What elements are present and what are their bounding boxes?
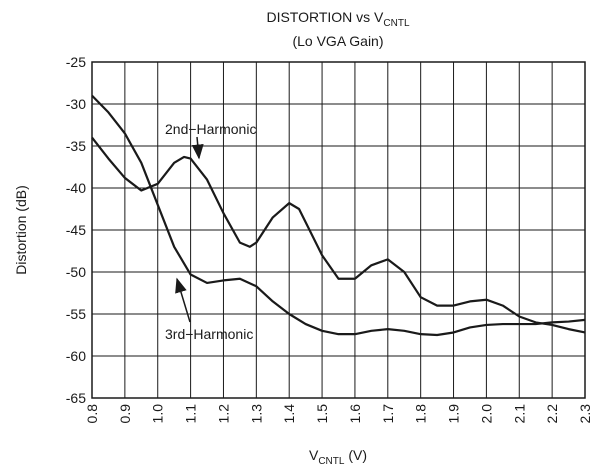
xlabel-main: V (309, 447, 319, 463)
x-tick-label: 2.2 (544, 404, 560, 424)
x-tick-label: 1.6 (347, 404, 363, 424)
x-tick-label: 1.5 (314, 404, 330, 424)
chart-title: DISTORTION vs VCNTL (266, 9, 410, 29)
y-tick-label: -60 (66, 348, 86, 364)
annotation-arrow (191, 136, 204, 160)
x-tick-label: 0.9 (117, 404, 133, 424)
x-tick-label: 1.1 (183, 404, 199, 424)
x-tick-label: 1.9 (446, 404, 462, 424)
series-line (91, 136, 586, 334)
x-tick-label: 2.1 (511, 404, 527, 424)
y-tick-label: -50 (66, 264, 86, 280)
title-main: DISTORTION vs V (266, 9, 384, 25)
plot-frame (91, 61, 586, 399)
y-axis-label: Distortion (dB) (13, 185, 29, 274)
x-tick-label: 2.3 (577, 404, 592, 424)
y-tick-label: -45 (66, 222, 86, 238)
series-line (91, 94, 586, 337)
xlabel-sub: CNTL (318, 456, 345, 467)
y-tick-label: -40 (66, 180, 86, 196)
title-sub: CNTL (383, 18, 410, 29)
annotation-arrow (175, 277, 191, 323)
y-tick-label: -25 (66, 54, 86, 70)
chart-subtitle: (Lo VGA Gain) (292, 33, 383, 49)
x-tick-label: 1.8 (413, 404, 429, 424)
x-tick-label: 1.2 (215, 404, 231, 424)
y-tick-label: -35 (66, 138, 86, 154)
x-tick-label: 1.0 (150, 404, 166, 424)
xlabel-unit: (V) (344, 447, 367, 463)
x-tick-label: 1.4 (281, 404, 297, 424)
x-tick-label: 1.7 (380, 404, 396, 424)
x-tick-label: 0.8 (84, 404, 100, 424)
series-annotation: 3rd−Harmonic (165, 326, 253, 342)
x-axis-label: VCNTL (V) (309, 447, 367, 467)
y-tick-label: -55 (66, 306, 86, 322)
y-tick-label: -30 (66, 96, 86, 112)
series-annotation: 2nd−Harmonic (165, 121, 256, 137)
x-tick-label: 2.0 (478, 404, 494, 424)
x-tick-label: 1.3 (248, 404, 264, 424)
y-tick-label: -65 (66, 390, 86, 406)
